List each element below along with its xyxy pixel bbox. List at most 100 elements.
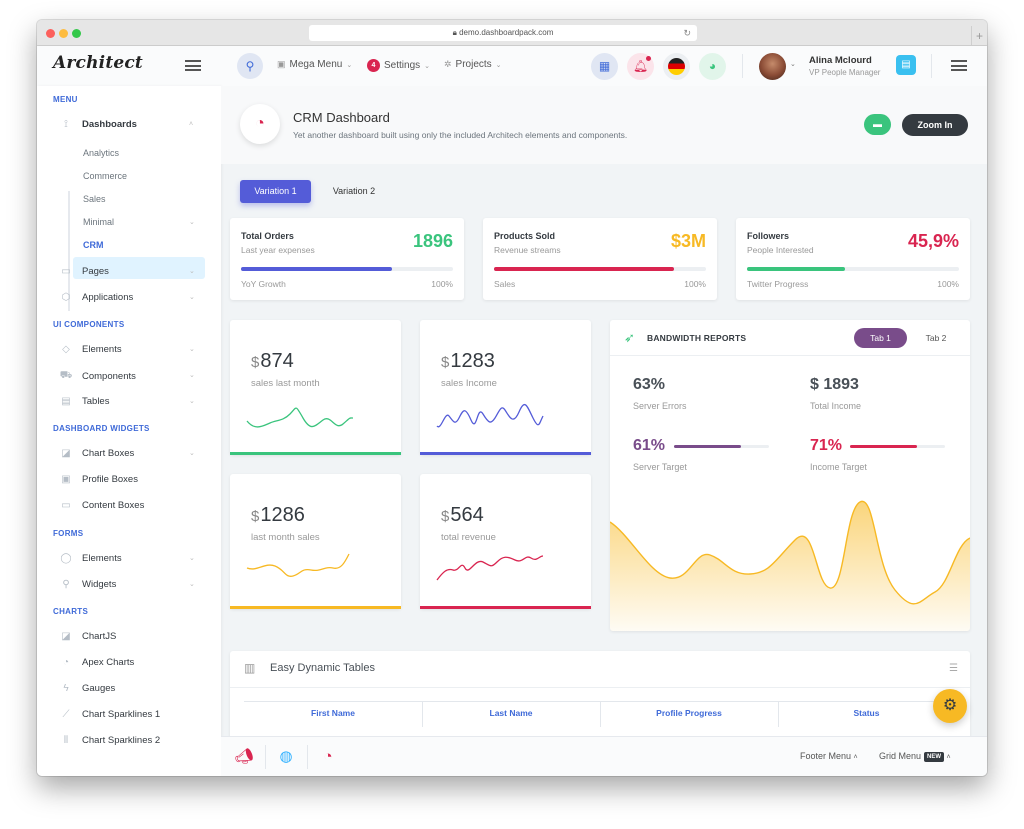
chevron-down-icon: ⌄ xyxy=(189,372,195,379)
column-divider xyxy=(778,701,779,727)
column-header[interactable]: First Name xyxy=(311,708,355,718)
mini-label: sales last month xyxy=(251,378,320,389)
progress-fill xyxy=(747,267,845,271)
tab-variation-2[interactable]: Variation 2 xyxy=(332,186,376,196)
submenu-line xyxy=(68,191,70,311)
sidebar-item-content-boxes[interactable]: ▭ Content Boxes xyxy=(59,500,144,511)
column-header[interactable]: Profile Progress xyxy=(656,708,722,718)
menu-icon[interactable] xyxy=(951,60,967,71)
sidebar-item-form-elements[interactable]: ◯ Elements xyxy=(60,553,122,564)
sidebar-item-pages[interactable]: ▭ Pages xyxy=(59,266,109,277)
zoom-in-button[interactable]: Zoom In xyxy=(902,114,968,136)
minimize-window-icon[interactable] xyxy=(59,29,68,38)
language-button[interactable] xyxy=(663,53,690,80)
income-target-label: Income Target xyxy=(810,462,867,472)
lock-icon: 🔒︎ xyxy=(452,28,460,37)
section-forms: FORMS xyxy=(53,529,84,538)
user-name: Alina Mclourd xyxy=(809,55,872,66)
section-charts: CHARTS xyxy=(53,607,89,616)
sidebar-item-widgets[interactable]: ⚲ Widgets xyxy=(59,579,116,590)
app-header: Architect ⚲ ▣ Mega Menu ⌄ 4 Settings ⌄ ✲… xyxy=(37,46,987,86)
section-menu: MENU xyxy=(53,95,78,104)
sidebar-item-dashboards[interactable]: ⟟ Dashboards xyxy=(59,119,137,130)
pie-chart-icon[interactable]: ◔ xyxy=(323,748,333,765)
table-icon: ▤ xyxy=(61,396,71,407)
calendar-button[interactable]: ▤ xyxy=(896,55,916,75)
mega-menu[interactable]: ▣ Mega Menu ⌄ xyxy=(277,59,352,70)
mini-label: last month sales xyxy=(251,532,320,543)
menu-icon[interactable]: ☰ xyxy=(949,663,958,674)
car-icon: ⛟ xyxy=(59,370,73,381)
bandwidth-title: BANDWIDTH REPORTS xyxy=(647,333,747,343)
lightbulb-icon: ◯ xyxy=(60,553,72,564)
sidebar-item-profile-boxes[interactable]: ▣ Profile Boxes xyxy=(59,474,138,485)
sidebar-item-gauges[interactable]: ϟ Gauges xyxy=(59,683,115,694)
server-target-track xyxy=(674,445,769,448)
sidebar-item-crm[interactable]: CRM xyxy=(83,240,104,250)
stat-percent: 100% xyxy=(431,279,453,289)
table-border xyxy=(244,701,955,702)
sidebar-item-minimal[interactable]: Minimal xyxy=(83,217,115,227)
chevron-down-icon: ⌄ xyxy=(424,62,431,70)
sidebar-toggle-icon[interactable] xyxy=(185,60,201,71)
mini-value: $874 xyxy=(251,350,294,372)
sidebar-item-chartjs[interactable]: ◪ ChartJS xyxy=(59,631,116,642)
chevron-down-icon: ⌄ xyxy=(189,398,195,405)
megaphone-icon[interactable]: 📣︎ xyxy=(234,748,254,765)
column-header[interactable]: Last Name xyxy=(489,708,533,718)
activity-button[interactable]: ◕ xyxy=(699,53,726,80)
grid-menu[interactable]: Grid Menu NEW ˄ xyxy=(879,751,951,762)
accent-bar xyxy=(420,606,591,609)
mini-label: sales Income xyxy=(441,378,497,389)
bike-icon: ⚲ xyxy=(62,579,70,590)
tab-1[interactable]: Tab 1 xyxy=(854,328,907,348)
chevron-up-icon: ˄ xyxy=(946,754,951,761)
chevron-up-icon: ˄ xyxy=(189,121,194,128)
accent-bar xyxy=(420,452,591,455)
sidebar-item-chart-boxes[interactable]: ◪ Chart Boxes xyxy=(59,448,134,459)
tab-2[interactable]: Tab 2 xyxy=(925,333,947,343)
tab-variation-1[interactable]: Variation 1 xyxy=(240,180,311,203)
chevron-down-icon: ⌄ xyxy=(189,581,195,588)
bars-icon: ⫴ xyxy=(63,735,69,746)
mini-card-total-revenue: $564 total revenue xyxy=(420,474,591,609)
url-text: demo.dashboardpack.com xyxy=(459,28,554,37)
sidebar-item-sparklines-1[interactable]: ⟋ Chart Sparklines 1 xyxy=(59,709,161,720)
toggle-button[interactable]: ▬ xyxy=(864,114,891,135)
grid-icon: ▦ xyxy=(598,59,611,73)
address-bar[interactable]: 🔒︎ demo.dashboardpack.com ↻ xyxy=(309,25,697,41)
sidebar-item-commerce[interactable]: Commerce xyxy=(83,171,128,181)
stat-value: 1896 xyxy=(412,231,453,251)
chevron-down-icon[interactable]: ⌄ xyxy=(790,61,796,68)
reload-icon[interactable]: ↻ xyxy=(683,28,691,38)
sidebar-item-sales[interactable]: Sales xyxy=(83,194,106,204)
sidebar-item-components[interactable]: ⛟ Components xyxy=(59,370,136,382)
chart-icon: ◪ xyxy=(61,448,71,459)
search-button[interactable]: ⚲ xyxy=(237,53,263,79)
stat-subtitle: Last year expenses xyxy=(241,245,315,255)
column-header[interactable]: Status xyxy=(853,708,880,718)
progress-track xyxy=(241,267,453,271)
sidebar-item-analytics[interactable]: Analytics xyxy=(83,148,120,158)
user-avatar[interactable] xyxy=(759,53,786,80)
maximize-window-icon[interactable] xyxy=(72,29,81,38)
sidebar-item-sparklines-2[interactable]: ⫴ Chart Sparklines 2 xyxy=(59,735,160,746)
sidebar-item-applications[interactable]: ⬡ Applications xyxy=(59,292,134,303)
section-dashboard-widgets: DASHBOARD WIDGETS xyxy=(53,424,150,433)
globe-icon[interactable]: ◍ xyxy=(279,748,293,765)
display-icon: ▭ xyxy=(61,500,71,511)
settings-menu[interactable]: 4 Settings ⌄ xyxy=(367,59,430,72)
new-tab-button[interactable]: + xyxy=(971,26,987,46)
notifications-button[interactable]: 🔔︎ xyxy=(627,53,654,80)
grid-apps-button[interactable]: ▦ xyxy=(591,53,618,80)
close-window-icon[interactable] xyxy=(46,29,55,38)
notification-dot xyxy=(646,56,651,61)
german-flag-icon xyxy=(668,58,685,75)
sidebar-item-tables[interactable]: ▤ Tables xyxy=(59,396,109,407)
theme-settings-button[interactable]: ⚙ xyxy=(933,689,967,723)
sidebar-item-elements[interactable]: ◇ Elements xyxy=(59,344,121,355)
projects-menu[interactable]: ✲ Projects ⌄ xyxy=(444,59,502,70)
stat-footer: YoY Growth xyxy=(241,279,286,289)
sidebar-item-apex-charts[interactable]: ◔ Apex Charts xyxy=(59,657,134,668)
footer-menu[interactable]: Footer Menu ˄ xyxy=(800,751,858,761)
